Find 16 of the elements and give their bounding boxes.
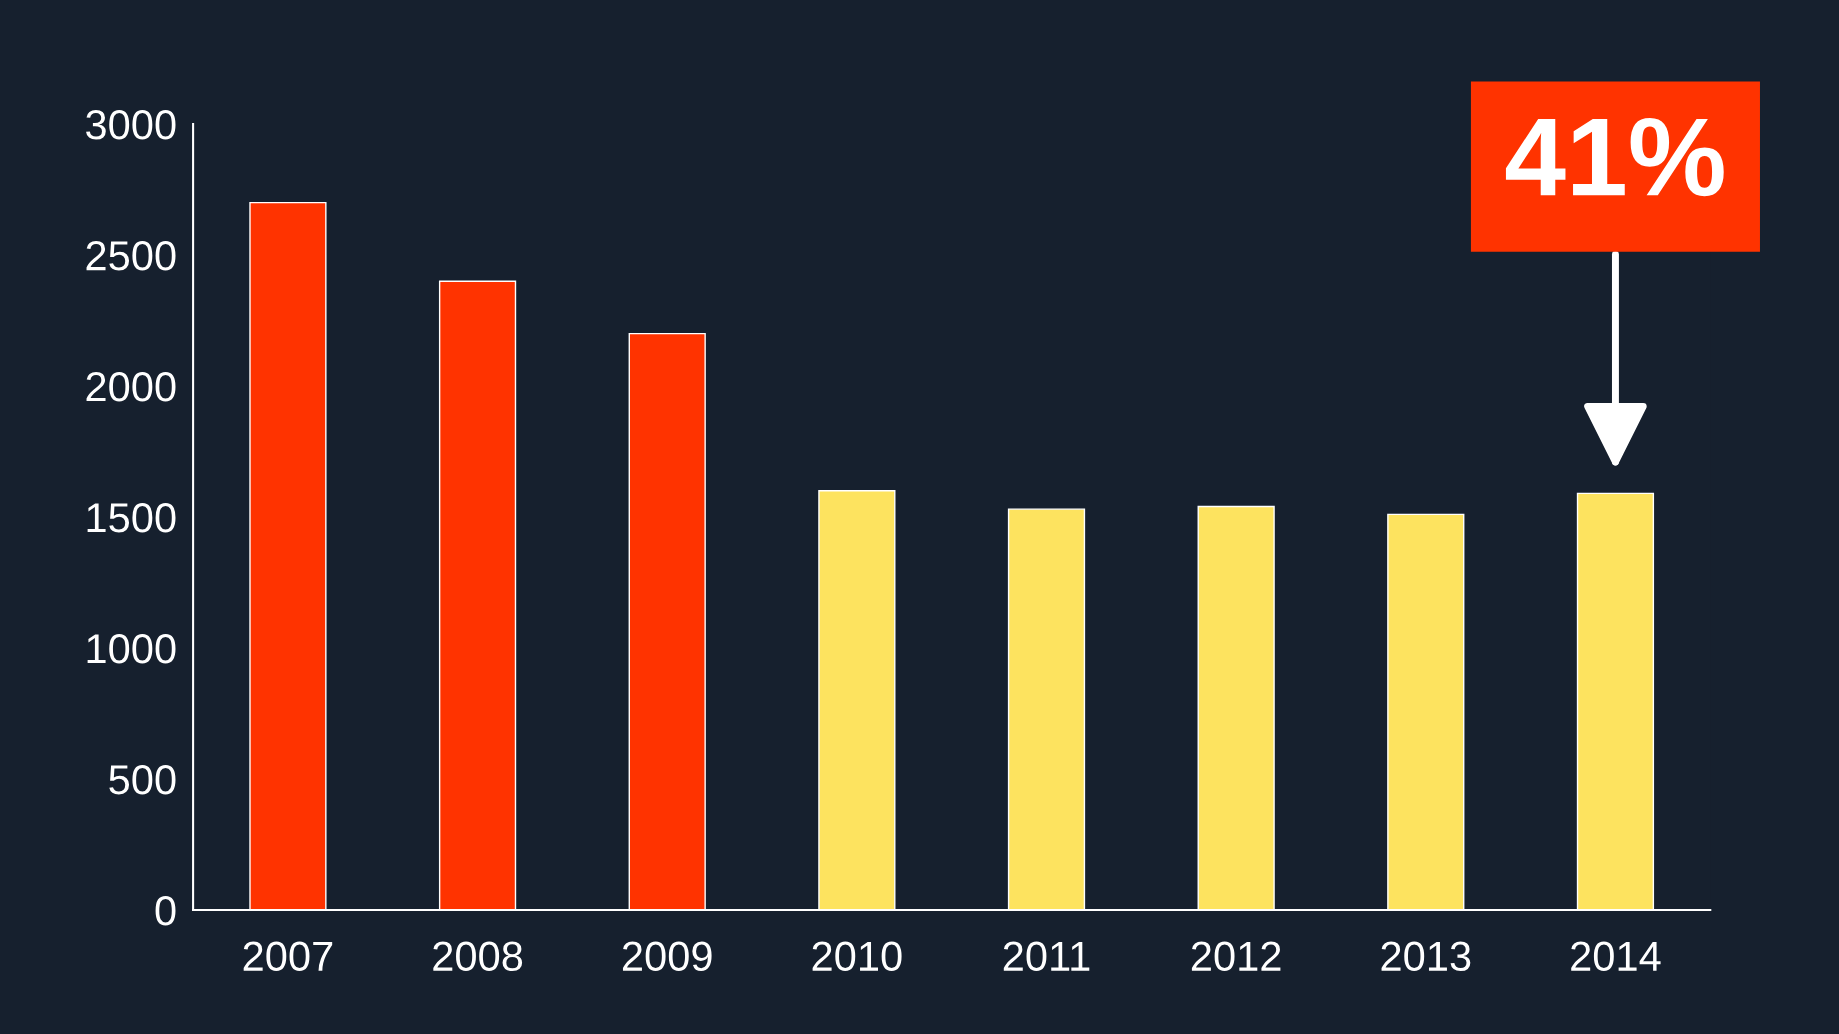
x-tick-label: 2012 bbox=[1191, 941, 1281, 972]
x-tick-label: 2007 bbox=[243, 941, 333, 972]
y-tick-label: 500 bbox=[109, 764, 176, 795]
y-tick-label: 3000 bbox=[86, 110, 176, 140]
x-tick-label: 2010 bbox=[812, 941, 902, 972]
y-tick-label: 2000 bbox=[86, 372, 176, 402]
x-tick-label: 2009 bbox=[622, 941, 712, 972]
x-tick-label: 2014 bbox=[1571, 941, 1661, 972]
y-tick-label: 1500 bbox=[87, 503, 176, 533]
annotation: 41% bbox=[1505, 118, 1724, 197]
x-tick-label: 2011 bbox=[1003, 941, 1090, 972]
x-tick-label: 2013 bbox=[1381, 941, 1471, 972]
y-tick-label: 1000 bbox=[87, 633, 176, 664]
y-tick-label: 2500 bbox=[86, 241, 176, 271]
y-tick-label: 0 bbox=[155, 895, 176, 926]
x-tick-label: 2008 bbox=[433, 941, 523, 972]
